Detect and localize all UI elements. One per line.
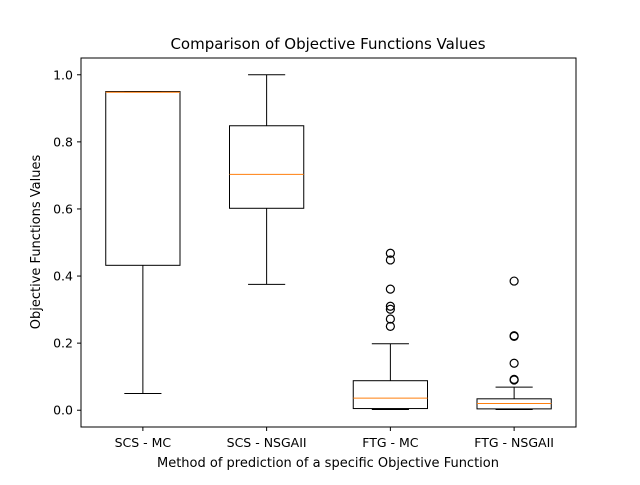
outlier-3-1	[509, 374, 519, 384]
box-2	[352, 380, 428, 410]
outlier-2-3	[385, 301, 395, 311]
y-tick-label-2: 0.4	[53, 269, 73, 284]
plot-frame	[80, 57, 577, 428]
x-axis-label: Method of prediction of a specific Objec…	[157, 456, 499, 471]
x-tick-label-1: SCS - NSGAII	[227, 435, 307, 450]
outlier-2-1	[385, 314, 395, 324]
outlier-2-0	[385, 321, 395, 331]
outlier-2-2	[385, 304, 395, 314]
outlier-3-2	[509, 358, 519, 368]
outlier-3-4	[509, 331, 519, 341]
y-tick-label-0: 0.0	[53, 403, 73, 418]
box-0	[105, 91, 181, 266]
y-tick-label-1: 0.2	[53, 336, 73, 351]
x-tick-label-0: SCS - MC	[115, 435, 172, 450]
outlier-2-5	[385, 255, 395, 265]
outlier-2-4	[385, 284, 395, 294]
x-tick-label-3: FTG - NSGAII	[474, 435, 554, 450]
chart-title: Comparison of Objective Functions Values	[170, 35, 485, 53]
box-1	[229, 125, 305, 209]
plot-area: 0.0 0.2 0.4 0.6 0.8 1.0 SCS - MC SCS - NSGAII FT…	[53, 67, 554, 450]
y-tick-label-5: 1.0	[53, 67, 73, 82]
x-tick-label-2: FTG - MC	[362, 435, 419, 450]
y-axis-label: Objective Functions Values	[29, 155, 44, 330]
outlier-3-5	[509, 276, 519, 286]
outlier-2-6	[385, 248, 395, 258]
y-tick-label-4: 0.8	[53, 134, 73, 149]
y-tick-label-3: 0.6	[53, 201, 73, 216]
